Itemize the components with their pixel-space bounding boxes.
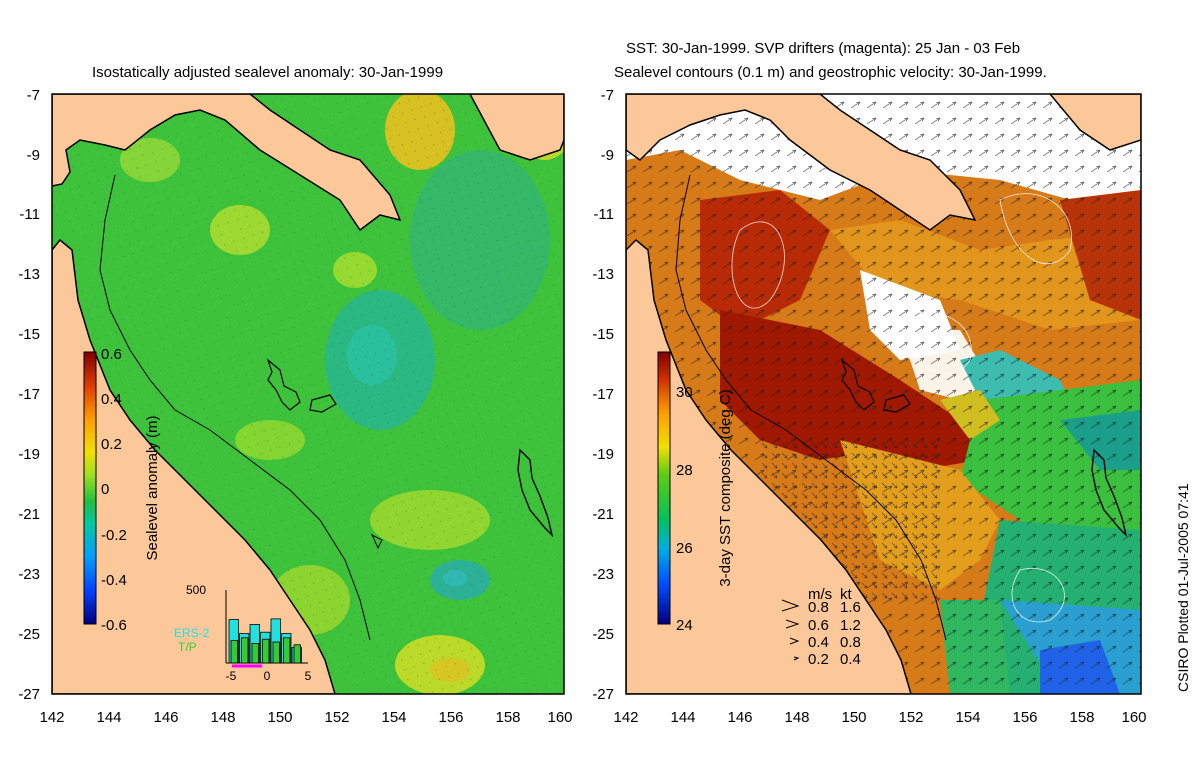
velocity-legend-header-ms: m/s — [808, 586, 832, 603]
right-lon-tick: 150 — [841, 709, 866, 726]
colorbar-label: Sealevel anomaly (m) — [144, 415, 161, 560]
left-lat-tick: -27 — [18, 686, 40, 703]
right-lon-tick: 160 — [1121, 709, 1146, 726]
inset-ymax-label: 500 — [186, 583, 206, 597]
colorbar-tick: 0.2 — [101, 436, 122, 453]
right-lon-tick: 148 — [784, 709, 809, 726]
inset-bar-tp — [230, 640, 238, 664]
right-lat-tick: -15 — [592, 326, 614, 343]
colorbar-tick: 26 — [676, 540, 693, 557]
new-guinea-land — [52, 94, 402, 232]
right-map-title-line2: Sealevel contours (0.1 m) and geostrophi… — [614, 64, 1047, 81]
left-lon-tick: 148 — [210, 709, 235, 726]
velocity-legend-kt: 1.6 — [840, 599, 861, 616]
velocity-legend-kt: 0.4 — [840, 651, 861, 668]
right-map-title-line1: SST: 30-Jan-1999. SVP drifters (magenta)… — [626, 40, 1021, 57]
right-map-panel — [626, 94, 1141, 694]
left-lat-tick: -15 — [18, 326, 40, 343]
colorbar-tick: 24 — [676, 617, 693, 634]
left-lon-tick: 144 — [96, 709, 121, 726]
new-guinea-land-sst — [626, 94, 977, 231]
left-map-panel — [52, 94, 564, 694]
left-lon-tick: 158 — [495, 709, 520, 726]
colorbar-tick: 28 — [676, 462, 693, 479]
australia-land-sst — [626, 238, 912, 694]
inset-legend-ers2: ERS-2 — [174, 626, 210, 640]
plot-credit: CSIRO Plotted 01-Jul-2005 07:41 — [1175, 483, 1191, 692]
right-lon-tick: 146 — [727, 709, 752, 726]
left-lon-ticks: 142 144 146 148 150 152 154 156 158 160 — [39, 709, 572, 726]
right-lat-tick: -17 — [592, 386, 614, 403]
right-lat-tick: -9 — [601, 147, 614, 164]
right-lat-tick: -11 — [593, 206, 614, 223]
colorbar-tick: 0.6 — [101, 346, 122, 363]
left-lon-tick: 142 — [39, 709, 64, 726]
right-lat-tick: -21 — [592, 506, 614, 523]
right-lon-tick: 154 — [955, 709, 980, 726]
right-lat-tick: -7 — [601, 87, 614, 104]
velocity-legend-kt: 1.2 — [840, 617, 861, 634]
left-lat-tick: -25 — [18, 626, 40, 643]
left-lon-tick: 160 — [547, 709, 572, 726]
velocity-legend-ms: 0.4 — [808, 634, 829, 651]
left-lat-tick: -7 — [27, 87, 40, 104]
colorbar-label: 3-day SST composite (deg C) — [717, 389, 734, 586]
left-map-frame — [51, 93, 565, 695]
left-lat-tick: -21 — [18, 506, 40, 523]
australia-land — [52, 238, 336, 694]
right-lat-ticks: -7 -9 -11 -13 -15 -17 -19 -21 -23 -25 -2… — [592, 87, 614, 703]
inset-bar-tp — [262, 638, 270, 664]
right-lon-tick: 144 — [670, 709, 695, 726]
velocity-legend-header-kt: kt — [840, 586, 853, 603]
left-lon-tick: 152 — [324, 709, 349, 726]
colorbar-tick: -0.2 — [101, 527, 127, 544]
left-lat-ticks: -7 -9 -11 -13 -15 -17 -19 -21 -23 -25 -2… — [18, 87, 40, 703]
velocity-legend-ms: 0.6 — [808, 617, 829, 634]
inset-bar-tp — [251, 643, 259, 664]
sea-anomaly-colorbar: 0.6 0.4 0.2 0 -0.2 -0.4 -0.6 Sealevel an… — [83, 346, 161, 634]
velocity-legend-kt: 0.8 — [840, 634, 861, 651]
colorbar-tick: 0.4 — [101, 391, 122, 408]
left-lat-tick: -19 — [18, 446, 40, 463]
colorbar-tick: -0.6 — [101, 617, 127, 634]
right-lon-tick: 142 — [613, 709, 638, 726]
left-lon-tick: 156 — [438, 709, 463, 726]
inset-bar-tp — [283, 637, 291, 664]
track-count-inset: 500 -5 0 5 ERS-2 T/P — [174, 583, 312, 683]
left-lat-tick: -11 — [19, 206, 40, 223]
velocity-legend-ms: 0.2 — [808, 651, 829, 668]
velocity-legend: m/s kt 0.8 1.6 0.6 1.2 0.4 0.8 0.2 0.4 — [781, 586, 861, 668]
inset-xtick: 0 — [264, 669, 271, 683]
colorbar-tick: -0.4 — [101, 572, 127, 589]
right-lon-ticks: 142 144 146 148 150 152 154 156 158 160 — [613, 709, 1146, 726]
right-lon-tick: 158 — [1069, 709, 1094, 726]
right-lat-tick: -27 — [592, 686, 614, 703]
inset-legend-tp: T/P — [178, 640, 197, 654]
left-lat-tick: -23 — [18, 566, 40, 583]
inset-bar-tp — [293, 644, 301, 664]
sst-colorbar: 30 28 26 24 3-day SST composite (deg C) — [657, 351, 734, 634]
inset-xtick: -5 — [226, 669, 237, 683]
inset-bar-tp — [241, 637, 249, 664]
right-lon-tick: 152 — [898, 709, 923, 726]
left-lon-tick: 154 — [381, 709, 406, 726]
right-lat-tick: -13 — [592, 266, 614, 283]
right-lat-tick: -23 — [592, 566, 614, 583]
right-map-frame — [625, 93, 1142, 695]
left-lon-tick: 150 — [267, 709, 292, 726]
right-lon-tick: 156 — [1012, 709, 1037, 726]
velocity-legend-ms: 0.8 — [808, 599, 829, 616]
inset-bar-tp — [272, 641, 280, 664]
left-lon-tick: 146 — [153, 709, 178, 726]
left-map-title: Isostatically adjusted sealevel anomaly:… — [92, 64, 444, 81]
left-lat-tick: -9 — [27, 147, 40, 164]
inset-xtick: 5 — [305, 669, 312, 683]
left-lat-tick: -17 — [18, 386, 40, 403]
left-lat-tick: -13 — [18, 266, 40, 283]
colorbar-tick: 0 — [101, 481, 109, 498]
colorbar-tick: 30 — [676, 384, 693, 401]
right-lat-tick: -19 — [592, 446, 614, 463]
right-lat-tick: -25 — [592, 626, 614, 643]
